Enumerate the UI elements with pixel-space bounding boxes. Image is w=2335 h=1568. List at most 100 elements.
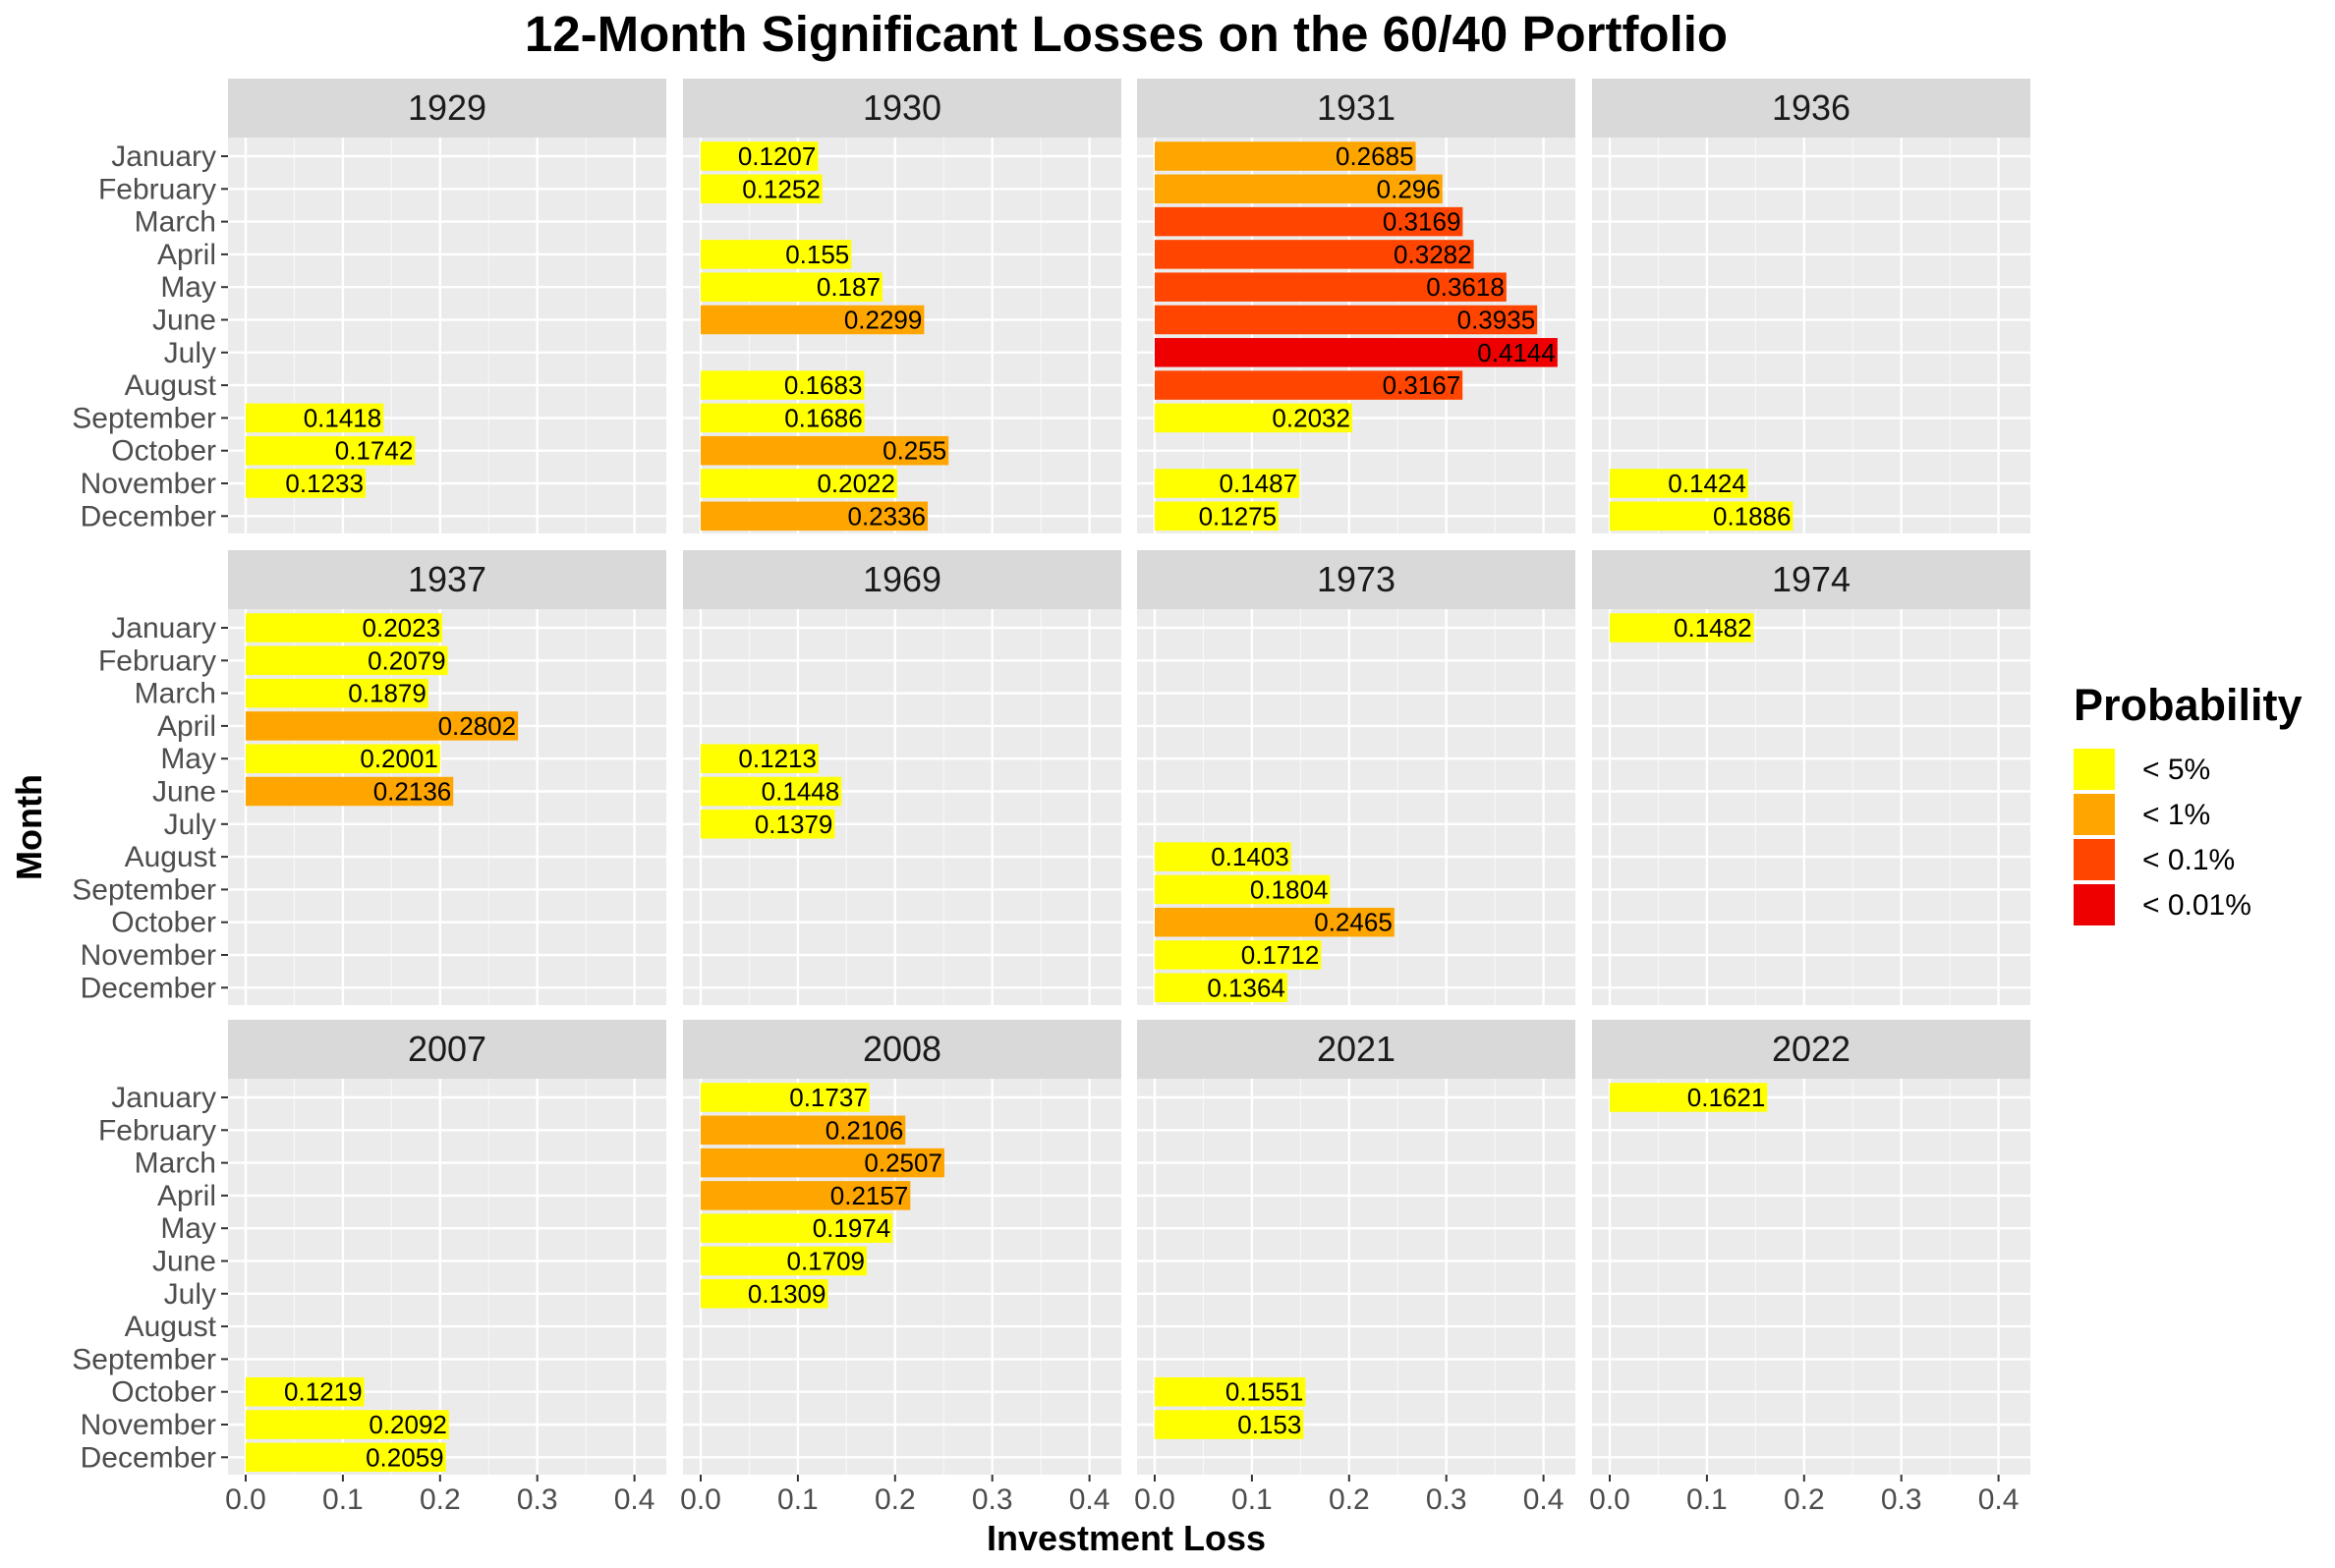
facet-panel-1974: 1974 0.1482 [1592,550,2030,1005]
y-tick-label: October [111,1376,216,1409]
bar-value-label: 0.1233 [285,469,364,498]
bar-october [1155,1376,1306,1407]
bar-december [1610,501,1794,532]
bar-value-label: 0.1379 [755,810,833,839]
bar-value-label: 0.1448 [762,777,840,807]
bar-september [701,403,865,433]
bar-april [701,1181,911,1210]
panel-background [228,138,666,533]
bar-february [701,1115,906,1146]
bar-value-label: 0.3169 [1383,207,1461,237]
bar-value-label: 0.1309 [748,1279,826,1309]
y-tick-label: December [81,1441,216,1474]
facet-strip-label: 2007 [408,1029,486,1069]
x-tick-label: 0.4 [1069,1484,1111,1516]
panel-background [1137,138,1575,533]
y-tick-label: May [160,271,216,304]
bar-march [246,678,428,708]
bar-value-label: 0.2157 [830,1181,909,1210]
facet-strip [683,79,1121,138]
bar-april [1155,240,1474,269]
facet-panel-1969: 1969 0.1213 0.1448 0.1379 [683,550,1121,1005]
facet-strip [1137,79,1575,138]
bar-december [246,1442,446,1473]
bar-value-label: 0.1424 [1668,469,1746,498]
bar-value-label: 0.1709 [786,1247,865,1276]
bar-june [701,776,842,807]
gridlines [228,138,666,533]
facet-strip [1592,79,2030,138]
legend-key-swatch [2074,839,2115,880]
x-axis: 0.0 0.1 0.2 0.3 0.4 [1589,1475,2019,1516]
panel-background [683,138,1121,533]
bar-value-label: 0.187 [817,272,881,302]
bar-value-label: 0.1974 [813,1213,891,1243]
legend-key-label: < 0.1% [2142,844,2235,876]
y-tick-label: September [72,402,216,434]
x-axis: 0.0 0.1 0.2 0.3 0.4 [680,1475,1110,1516]
facet-strip [683,1020,1121,1079]
bar-value-label: 0.4144 [1477,338,1556,367]
bar-value-label: 0.1551 [1225,1377,1304,1407]
bar-march [701,1148,944,1178]
panel-background [1592,138,2030,533]
bar-value-label: 0.1683 [784,370,863,400]
bar-december [1155,501,1280,532]
bar-value-label: 0.3618 [1426,272,1505,302]
x-tick-label: 0.2 [1784,1484,1825,1516]
legend-key-swatch [2074,794,2115,835]
bar-value-label: 0.2299 [844,306,923,335]
bar-june [1155,305,1538,335]
y-axis-title: Month [9,774,49,880]
facet-panel-1936: 1936 0.1424 0.1886 [1592,79,2030,533]
x-tick-label: 0.4 [1523,1484,1565,1516]
bar-november [1155,1410,1304,1439]
y-tick-label: November [81,1409,216,1441]
y-tick-label: April [157,1180,216,1212]
facet-panel-1930: 1930 0.1207 0.1252 0.155 0.187 0.2299 0.1683 0.… [683,79,1121,533]
bar-may [701,272,883,302]
panel-background [1137,609,1575,1005]
bar-value-label: 0.255 [883,436,946,466]
bar-october [1155,907,1395,937]
y-axis: JanuaryFebruaryMarchAprilMayJuneJulyAugu… [72,612,228,1004]
bar-value-label: 0.1252 [742,174,821,203]
bar-september [246,403,384,433]
x-tick-label: 0.4 [614,1484,655,1516]
bar-value-label: 0.1364 [1207,973,1285,1002]
facet-panel-2021: 2021 0.1551 0.153 0.0 0.1 0.2 0.3 0.4 [1134,1020,1575,1516]
y-tick-label: March [135,1148,216,1180]
y-tick-label: May [160,743,216,775]
x-tick-label: 0.2 [875,1484,916,1516]
y-tick-label: January [111,1082,216,1114]
facet-strip-label: 1937 [408,559,486,599]
y-tick-label: October [111,907,216,939]
facet-strip [1137,550,1575,609]
facet-strip-label: 1936 [1772,87,1851,128]
bar-value-label: 0.1621 [1687,1083,1766,1112]
bar-value-label: 0.2507 [864,1148,942,1178]
bar-august [1155,842,1291,871]
bar-value-label: 0.1742 [335,436,414,466]
y-tick-label: January [111,140,216,173]
x-tick-label: 0.1 [1231,1484,1273,1516]
gridlines [1592,138,2030,533]
y-tick-label: February [98,1114,216,1147]
bar-september [1155,403,1352,433]
bar-value-label: 0.2032 [1272,403,1350,432]
facet-panel-1973: 1973 0.1403 0.1804 0.2465 0.1712 0.1364 [1137,550,1575,1005]
bar-january [701,1083,870,1112]
bar-november [701,469,897,498]
bar-value-label: 0.3282 [1394,240,1472,269]
bar-value-label: 0.1686 [784,403,863,432]
y-tick-label: July [164,337,216,369]
y-tick-label: June [152,776,216,809]
legend-key-swatch [2074,884,2115,925]
bar-november [1155,469,1300,498]
y-tick-label: July [164,809,216,841]
panel-background [1592,1079,2030,1475]
y-axis: JanuaryFebruaryMarchAprilMayJuneJulyAugu… [72,1082,228,1474]
bar-may [701,744,819,773]
bar-june [701,1246,868,1276]
